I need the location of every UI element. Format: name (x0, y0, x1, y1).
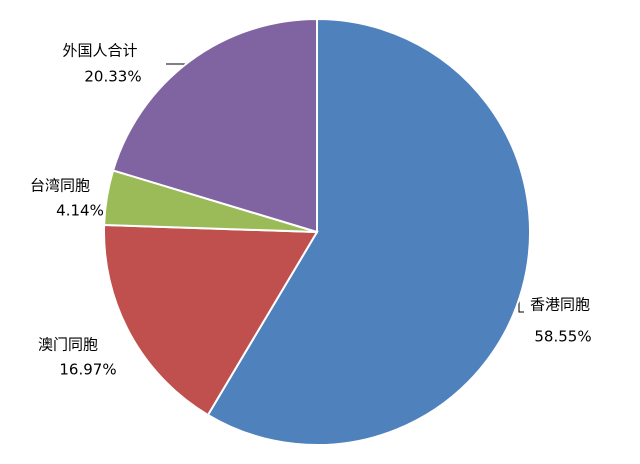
value-label: 4.14% (56, 202, 104, 220)
slice-label: 外国人合计 (62, 42, 137, 60)
slice-label: 香港同胞 (530, 296, 590, 314)
pie-slice (111, 17, 318, 234)
value-label: 16.97% (59, 361, 116, 379)
slice-label: 澳门同胞 (38, 336, 98, 354)
pie-slice (206, 17, 531, 446)
value-label: 58.55% (534, 328, 591, 346)
pie-slice (103, 223, 319, 417)
slice-label: 台湾同胞 (30, 177, 90, 195)
value-label: 20.33% (84, 68, 141, 86)
